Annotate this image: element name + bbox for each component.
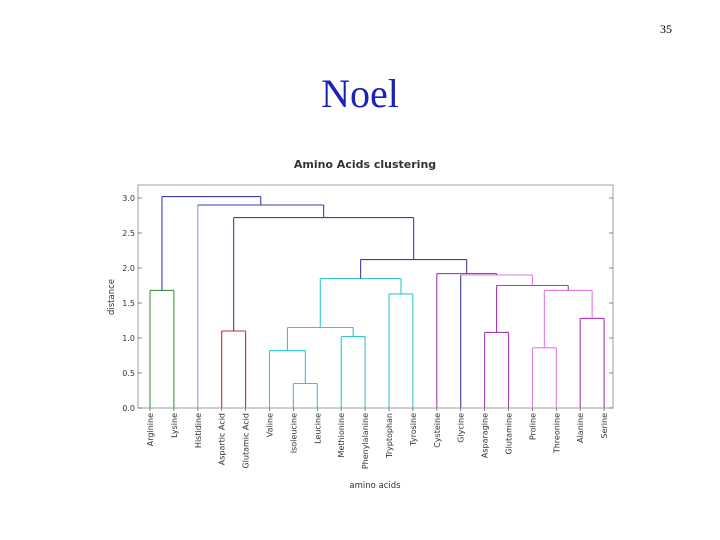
leaf-label-serine: Serine [600, 413, 609, 439]
y-tick-label: 0.5 [122, 369, 135, 378]
leaf-label-glycine: Glycine [457, 413, 466, 443]
slide-title: Noel [321, 71, 399, 116]
leaf-label-leucine: Leucine [313, 413, 322, 444]
plot-frame [137, 184, 614, 409]
chart-title: Amino Acids clustering [294, 158, 436, 171]
x-axis-ticks: Arginine Lysine Histidine Aspartic Acid Glut… [146, 408, 609, 469]
leaf-label-lysine: Lysine [170, 413, 179, 438]
leaf-label-histidine: Histidine [194, 413, 203, 448]
leaf-label-arginine: Arginine [146, 413, 155, 446]
y-tick-label: 3.0 [122, 194, 135, 203]
leaf-label-aspartic-acid: Aspartic Acid [218, 413, 227, 465]
leaf-label-glutamine: Glutamine [505, 413, 514, 455]
page-number: 35 [660, 22, 672, 36]
leaf-label-proline: Proline [528, 413, 537, 440]
leaf-label-phenylalanine: Phenylalanine [361, 413, 370, 469]
leaf-label-tyrosine: Tyrosine [409, 413, 418, 447]
leaf-label-glutamic-acid: Glutamic Acid [242, 413, 251, 469]
leaf-label-alanine: Alanine [576, 413, 585, 443]
leaf-label-isoleucine: Isoleucine [289, 413, 298, 453]
leaf-label-valine: Valine [266, 413, 275, 437]
leaf-label-asparagine: Asparagine [481, 413, 490, 458]
leaf-label-cysteine: Cysteine [433, 413, 442, 448]
leaf-label-threonine: Threonine [552, 413, 561, 454]
y-tick-label: 2.5 [122, 229, 135, 238]
y-tick-label: 2.0 [122, 264, 135, 273]
y-tick-label: 1.0 [122, 334, 135, 343]
y-axis-ticks: 0.0 0.5 1.0 1.5 2.0 2.5 3.0 [122, 194, 613, 413]
x-axis-label: amino acids [349, 481, 401, 491]
dendrogram-links [149, 196, 605, 408]
y-axis-label: distance [107, 279, 117, 315]
leaf-label-tryptophan: Tryptophan [385, 413, 394, 459]
y-tick-label: 1.5 [122, 299, 135, 308]
leaf-label-methionine: Methionine [337, 413, 346, 458]
y-tick-label: 0.0 [122, 404, 135, 413]
